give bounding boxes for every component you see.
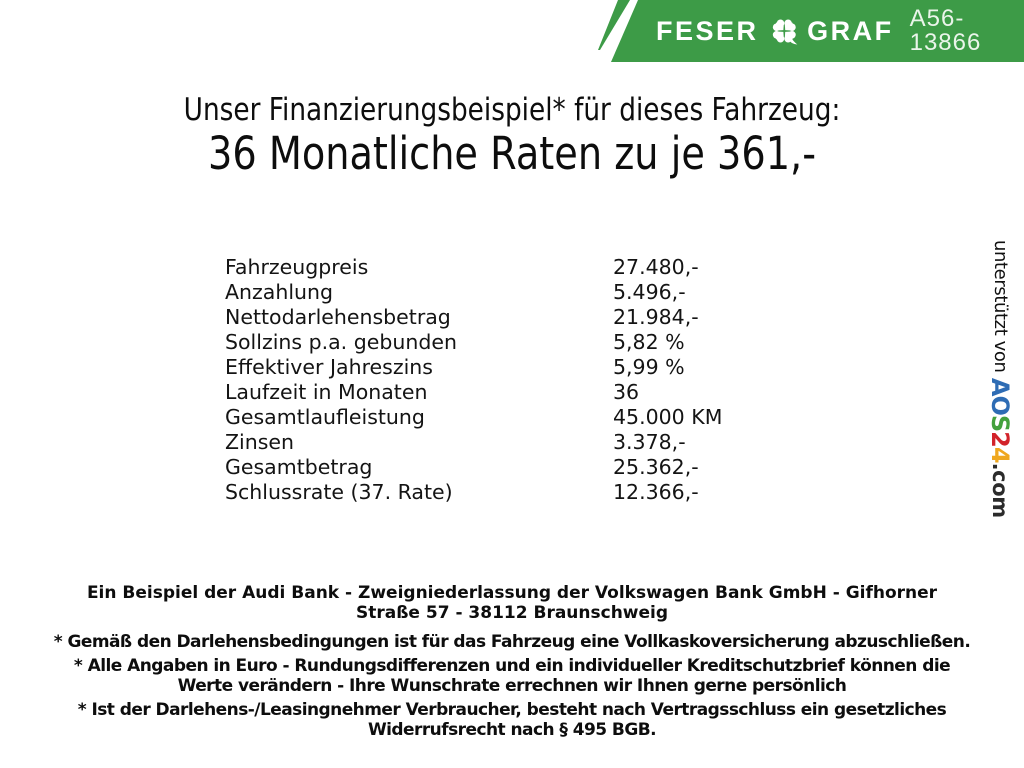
euro-rounding-note: * Alle Angaben in Euro - Rundungsdiffere…	[73, 656, 951, 696]
financing-label: Anzahlung	[225, 280, 334, 304]
aos-letter-2: 2	[986, 431, 1014, 447]
financing-value: 27.480,-	[613, 255, 699, 279]
aos-letter-4: 4	[986, 446, 1014, 463]
aos-letter-s: S	[986, 414, 1014, 432]
aos-domain-suffix: .com	[988, 462, 1012, 518]
financing-table: Fahrzeugpreis 27.480,- Anzahlung 5.496,-…	[225, 255, 722, 505]
financing-label: Sollzins p.a. gebunden	[225, 330, 457, 354]
financing-label: Zinsen	[225, 430, 295, 454]
four-leaf-clover-icon	[770, 17, 797, 45]
supported-by-label: unterstützt von	[990, 240, 1011, 378]
aos-letter-a: A	[986, 377, 1014, 396]
financing-label: Fahrzeugpreis	[225, 255, 369, 279]
table-row: Gesamtbetrag 25.362,-	[225, 455, 722, 480]
vehicle-code: A56-13866	[909, 5, 982, 56]
table-row: Zinsen 3.378,-	[225, 430, 722, 455]
supported-by-credit: unterstützt von AOS24.com	[986, 240, 1014, 518]
brand-word-graf: GRAF	[807, 15, 894, 46]
financing-value: 5.496,-	[613, 280, 686, 304]
monthly-rate-headline: 36 Monatliche Raten zu je 361,-	[207, 127, 817, 180]
bank-example-line: Ein Beispiel der Audi Bank - Zweignieder…	[86, 583, 938, 623]
financing-value: 5,99 %	[613, 355, 685, 379]
financing-value: 45.000 KM	[613, 405, 723, 429]
banner-background	[611, 0, 1024, 62]
financing-value: 25.362,-	[613, 455, 699, 479]
withdrawal-right-note: * Ist der Darlehens-/Leasingnehmer Verbr…	[77, 700, 947, 740]
table-row: Gesamtlaufleistung 45.000 KM	[225, 405, 722, 430]
table-row: Schlussrate (37. Rate) 12.366,-	[225, 480, 722, 505]
table-row: Sollzins p.a. gebunden 5,82 %	[225, 330, 722, 355]
financing-value: 5,82 %	[613, 330, 685, 354]
financing-label: Gesamtlaufleistung	[225, 405, 425, 429]
financing-label: Laufzeit in Monaten	[225, 380, 428, 404]
aos-letter-o: O	[986, 395, 1014, 415]
table-row: Nettodarlehensbetrag 21.984,-	[225, 305, 722, 330]
dealer-banner: FESER GRAF A56-13866	[598, 0, 1024, 62]
financing-value: 3.378,-	[613, 430, 686, 454]
brand-word-feser: FESER	[656, 15, 759, 46]
financing-label: Nettodarlehensbetrag	[225, 305, 451, 329]
financing-value: 36	[613, 380, 640, 404]
table-row: Anzahlung 5.496,-	[225, 280, 722, 305]
table-row: Laufzeit in Monaten 36	[225, 380, 722, 405]
table-row: Effektiver Jahreszins 5,99 %	[225, 355, 722, 380]
page-title: Unser Finanzierungsbeispiel* für dieses …	[183, 92, 841, 128]
financing-label: Effektiver Jahreszins	[225, 355, 433, 379]
legal-footer: Ein Beispiel der Audi Bank - Zweignieder…	[52, 583, 972, 744]
financing-value: 21.984,-	[613, 305, 699, 329]
financing-value: 12.366,-	[613, 480, 699, 504]
insurance-note: * Gemäß den Darlehensbedingungen ist für…	[53, 632, 971, 652]
dealer-logo: FESER GRAF A56-13866	[598, 0, 1024, 62]
financing-label: Gesamtbetrag	[225, 455, 373, 479]
table-row: Fahrzeugpreis 27.480,-	[225, 255, 722, 280]
financing-label: Schlussrate (37. Rate)	[225, 480, 453, 504]
